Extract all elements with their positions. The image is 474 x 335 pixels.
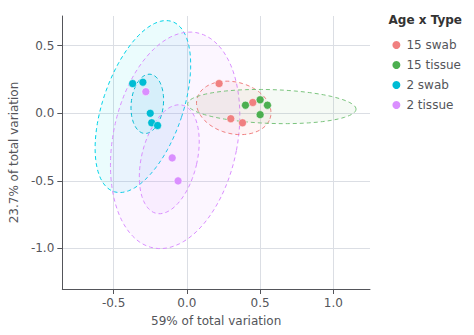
svg-text:-0.5: -0.5 xyxy=(31,174,54,188)
svg-text:15 swab: 15 swab xyxy=(406,38,456,52)
svg-text:0.5: 0.5 xyxy=(251,296,270,310)
svg-text:59% of total variation: 59% of total variation xyxy=(151,314,281,328)
svg-text:-0.5: -0.5 xyxy=(102,296,125,310)
svg-text:15 tissue: 15 tissue xyxy=(406,58,461,72)
svg-text:2 swab: 2 swab xyxy=(406,78,449,92)
svg-text:2 tissue: 2 tissue xyxy=(406,98,453,112)
svg-text:1.0: 1.0 xyxy=(324,296,343,310)
svg-text:0.0: 0.0 xyxy=(35,106,54,120)
svg-text:0.5: 0.5 xyxy=(35,39,54,53)
svg-text:Age x Type: Age x Type xyxy=(389,13,462,27)
svg-text:0.0: 0.0 xyxy=(177,296,196,310)
svg-text:-1.0: -1.0 xyxy=(31,241,54,255)
svg-text:23.7% of total variation: 23.7% of total variation xyxy=(7,82,21,224)
